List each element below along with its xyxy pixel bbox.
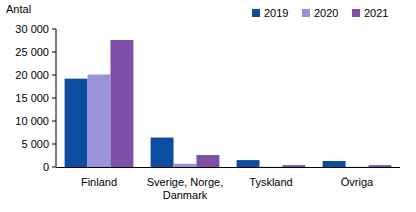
tick-label: 10 000 bbox=[15, 115, 49, 127]
tick-mark bbox=[52, 98, 56, 99]
category-label-line: Övriga bbox=[341, 176, 374, 188]
bar bbox=[346, 166, 369, 167]
bar bbox=[110, 40, 133, 167]
y-axis-label: Antal bbox=[6, 3, 31, 15]
legend-swatch bbox=[302, 9, 310, 17]
bar bbox=[88, 75, 111, 167]
tick-label: 15 000 bbox=[15, 92, 49, 104]
bar bbox=[151, 138, 174, 167]
legend-swatch bbox=[352, 9, 360, 17]
tick-label: 0 bbox=[43, 161, 49, 173]
category-label: Övriga bbox=[341, 176, 374, 188]
tick-label: 20 000 bbox=[15, 69, 49, 81]
tick-mark bbox=[52, 167, 56, 168]
category-label: Tyskland bbox=[249, 176, 292, 188]
tick-mark bbox=[52, 52, 56, 53]
chart-svg: Antal 0 5 000 10 000 15 000 20 000 25 000 30 00… bbox=[0, 0, 416, 212]
bar bbox=[65, 79, 88, 167]
tick-label: 25 000 bbox=[15, 46, 49, 58]
y-axis bbox=[56, 29, 57, 167]
category-label: Sverige, Norge,Danmark bbox=[147, 176, 223, 201]
legend-swatch bbox=[252, 9, 260, 17]
bar bbox=[323, 161, 346, 167]
bar bbox=[174, 164, 197, 167]
category-label-line: Danmark bbox=[163, 189, 208, 201]
bars bbox=[65, 40, 392, 167]
tick-mark bbox=[52, 75, 56, 76]
category-label-line: Sverige, Norge, bbox=[147, 176, 223, 188]
bar bbox=[368, 165, 391, 167]
category-label-line: Finland bbox=[81, 176, 117, 188]
tick-label: 30 000 bbox=[15, 23, 49, 35]
bar bbox=[196, 155, 219, 167]
chart-container: Antal 0 5 000 10 000 15 000 20 000 25 000 30 00… bbox=[0, 0, 416, 212]
legend-label: 2020 bbox=[314, 7, 338, 19]
tick-label: 5 000 bbox=[21, 138, 49, 150]
category-label-line: Tyskland bbox=[249, 176, 292, 188]
bar bbox=[237, 160, 260, 167]
legend-label: 2021 bbox=[364, 7, 388, 19]
legend-label: 2019 bbox=[264, 7, 288, 19]
category-label: Finland bbox=[81, 176, 117, 188]
tick-mark bbox=[52, 144, 56, 145]
bar bbox=[260, 166, 283, 167]
x-axis bbox=[56, 167, 400, 168]
bar bbox=[282, 165, 305, 167]
tick-mark bbox=[52, 29, 56, 30]
tick-mark bbox=[52, 121, 56, 122]
